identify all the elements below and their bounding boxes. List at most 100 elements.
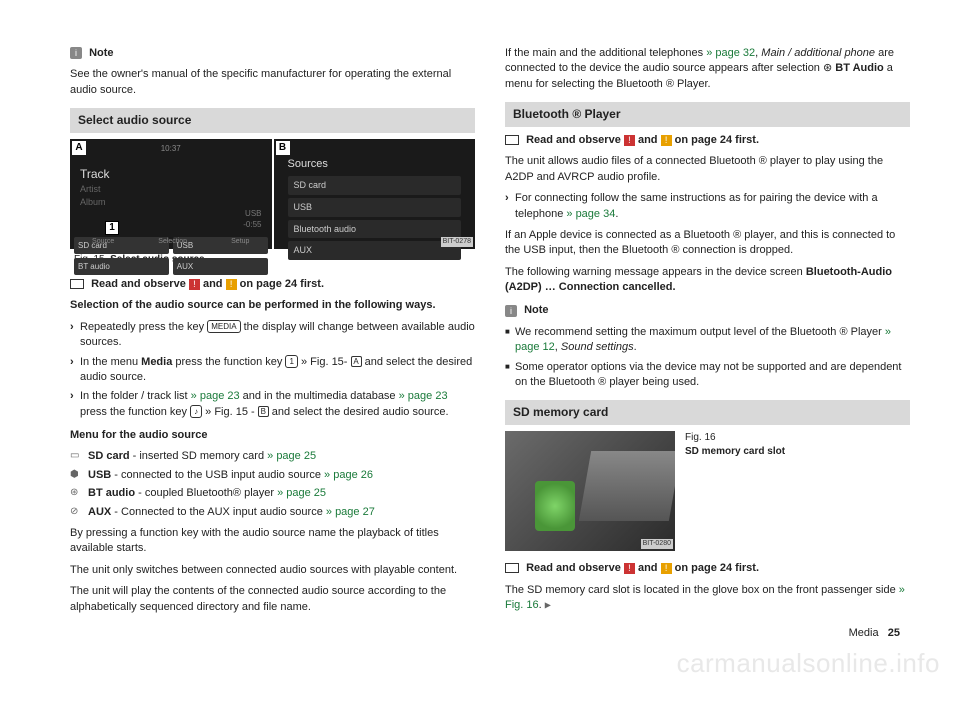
warning-icon-red: ! bbox=[624, 563, 635, 574]
bt-bullet-1: For connecting follow the same instructi… bbox=[505, 191, 910, 222]
b2-key: 1 bbox=[285, 355, 297, 368]
note-label-r: Note bbox=[524, 304, 548, 316]
panel-letter-a: A bbox=[72, 141, 86, 155]
b2-letter: A bbox=[351, 356, 362, 367]
menu-bt-link[interactable]: » page 25 bbox=[277, 487, 326, 499]
b3-link[interactable]: » page 23 bbox=[191, 390, 240, 402]
right-column: If the main and the additional telephone… bbox=[505, 40, 910, 621]
read-observe-label-r2: Read and observe bbox=[526, 562, 621, 574]
read-observe-tail-r2: on page 24 first. bbox=[675, 562, 759, 574]
dashboard-shape bbox=[579, 451, 675, 521]
screenshot-panel-a: A 10:37 Track Artist Album USB -0:55 SD … bbox=[70, 139, 272, 249]
callout-1: 1 bbox=[105, 221, 119, 235]
read-observe-line-r: Read and observe ! and ! on page 24 firs… bbox=[505, 133, 910, 148]
track-album: Album bbox=[80, 196, 262, 209]
top-paragraph: If the main and the additional telephone… bbox=[505, 46, 910, 92]
b2-text-a: In the menu bbox=[80, 356, 138, 368]
panel-letter-b: B bbox=[276, 141, 290, 155]
source-item-sd[interactable]: SD card bbox=[288, 176, 462, 195]
bluetooth-icon: ⊛ bbox=[70, 486, 88, 501]
sq1-a: We recommend setting the maximum output … bbox=[515, 326, 882, 338]
menu-aux-label: AUX bbox=[88, 506, 111, 518]
menu-item-bt: ⊛ BT audio - coupled Bluetooth® player »… bbox=[70, 486, 475, 501]
menu-usb-link[interactable]: » page 26 bbox=[324, 469, 373, 481]
top-a: If the main and the additional telephone… bbox=[505, 47, 703, 59]
note-heading: i Note bbox=[70, 46, 475, 61]
track-title: Track bbox=[80, 166, 262, 183]
bottom-label-source: Source bbox=[92, 237, 114, 247]
sources-title: Sources bbox=[288, 157, 462, 172]
source-item-aux[interactable]: AUX bbox=[288, 241, 462, 260]
read-observe-tail: on page 24 first. bbox=[240, 278, 324, 290]
bt-para3: The following warning message appears in… bbox=[505, 265, 910, 296]
watermark: carmanualsonline.info bbox=[677, 645, 940, 681]
note-text: See the owner's manual of the specific m… bbox=[70, 67, 475, 98]
sq1-italic: Sound settings bbox=[561, 341, 634, 353]
source-btn-bt[interactable]: BT audio bbox=[74, 258, 169, 275]
read-observe-line-r2: Read and observe ! and ! on page 24 firs… bbox=[505, 561, 910, 576]
read-observe-label: Read and observe bbox=[91, 278, 186, 290]
section-select-audio-source: Select audio source bbox=[70, 108, 475, 133]
book-icon bbox=[505, 563, 519, 573]
b3-text-d: » Fig. 15 - bbox=[205, 406, 255, 418]
continue-icon: ▶ bbox=[545, 601, 551, 610]
sd-slot-highlight bbox=[535, 481, 575, 531]
menu-item-aux: ⊘ AUX - Connected to the AUX input audio… bbox=[70, 505, 475, 520]
and-label: and bbox=[203, 278, 223, 290]
menu-aux-desc: - Connected to the AUX input audio sourc… bbox=[114, 506, 323, 518]
sd-location-para: The SD memory card slot is located in th… bbox=[505, 583, 910, 614]
infotainment-screenshot: A 10:37 Track Artist Album USB -0:55 SD … bbox=[70, 139, 475, 249]
sd-card-figure: BIT-0280 Fig. 16 SD memory card slot bbox=[505, 431, 910, 551]
footer-page-number: 25 bbox=[888, 627, 900, 639]
bottom-label-setup: Setup bbox=[231, 237, 249, 247]
aux-icon: ⊘ bbox=[70, 505, 88, 520]
warning-icon-yellow: ! bbox=[226, 279, 237, 290]
track-artist: Artist bbox=[80, 183, 262, 196]
b3-note-key: ♪ bbox=[190, 405, 202, 418]
b3-text-b: and in the multimedia database bbox=[243, 390, 396, 402]
b3-text-c: press the function key bbox=[80, 406, 187, 418]
usb-icon: ⬢ bbox=[70, 468, 88, 483]
b1-text-a: Repeatedly press the key bbox=[80, 321, 204, 333]
warning-icon-yellow: ! bbox=[661, 563, 672, 574]
source-item-usb[interactable]: USB bbox=[288, 198, 462, 217]
menu-sd-desc: - inserted SD memory card bbox=[133, 450, 264, 462]
menu-item-sd: ▭ SD card - inserted SD memory card » pa… bbox=[70, 449, 475, 464]
and-label-r: and bbox=[638, 134, 658, 146]
read-observe-tail-r: on page 24 first. bbox=[675, 134, 759, 146]
bt-p3a: The following warning message appears in… bbox=[505, 266, 803, 278]
menu-sd-link[interactable]: » page 25 bbox=[267, 450, 316, 462]
audio-source-menu: ▭ SD card - inserted SD memory card » pa… bbox=[70, 449, 475, 520]
fig16-number: Fig. 16 bbox=[685, 432, 716, 443]
menu-aux-link[interactable]: » page 27 bbox=[326, 506, 375, 518]
b3-text-e: and select the desired audio source. bbox=[272, 406, 449, 418]
book-icon bbox=[505, 135, 519, 145]
bullet-2: In the menu Media press the function key… bbox=[70, 355, 475, 386]
section-sd-memory-card: SD memory card bbox=[505, 400, 910, 425]
bt-b1-link[interactable]: » page 34 bbox=[566, 208, 615, 220]
note-item-2: Some operator options via the device may… bbox=[505, 360, 910, 391]
bt-para2: If an Apple device is connected as a Blu… bbox=[505, 228, 910, 259]
menu-sd-label: SD card bbox=[88, 450, 130, 462]
b3-text-a: In the folder / track list bbox=[80, 390, 188, 402]
top-link[interactable]: » page 32 bbox=[706, 47, 755, 59]
screenshot-panel-b: B Sources SD card USB Bluetooth audio AU… bbox=[272, 139, 476, 249]
warning-icon-yellow: ! bbox=[661, 135, 672, 146]
bottom-label-selection: Selection bbox=[158, 237, 187, 247]
note-heading-r: i Note bbox=[505, 303, 910, 318]
b3-link2[interactable]: » page 23 bbox=[399, 390, 448, 402]
top-b: , bbox=[755, 47, 758, 59]
b3-letter: B bbox=[258, 406, 269, 417]
menu-heading: Menu for the audio source bbox=[70, 428, 475, 443]
selection-heading: Selection of the audio source can be per… bbox=[70, 298, 475, 313]
b2-text-b: press the function key bbox=[175, 356, 282, 368]
fig16-title: SD memory card slot bbox=[685, 446, 785, 457]
source-item-bt[interactable]: Bluetooth audio bbox=[288, 220, 462, 239]
left-column: i Note See the owner's manual of the spe… bbox=[70, 40, 475, 621]
b2-media: Media bbox=[141, 356, 172, 368]
top-italic: Main / additional phone bbox=[761, 47, 875, 59]
read-observe-line: Read and observe ! and ! on page 24 firs… bbox=[70, 277, 475, 292]
para-alpha: The unit will play the contents of the c… bbox=[70, 584, 475, 615]
source-btn-aux[interactable]: AUX bbox=[173, 258, 268, 275]
menu-bt-desc: - coupled Bluetooth® player bbox=[138, 487, 274, 499]
